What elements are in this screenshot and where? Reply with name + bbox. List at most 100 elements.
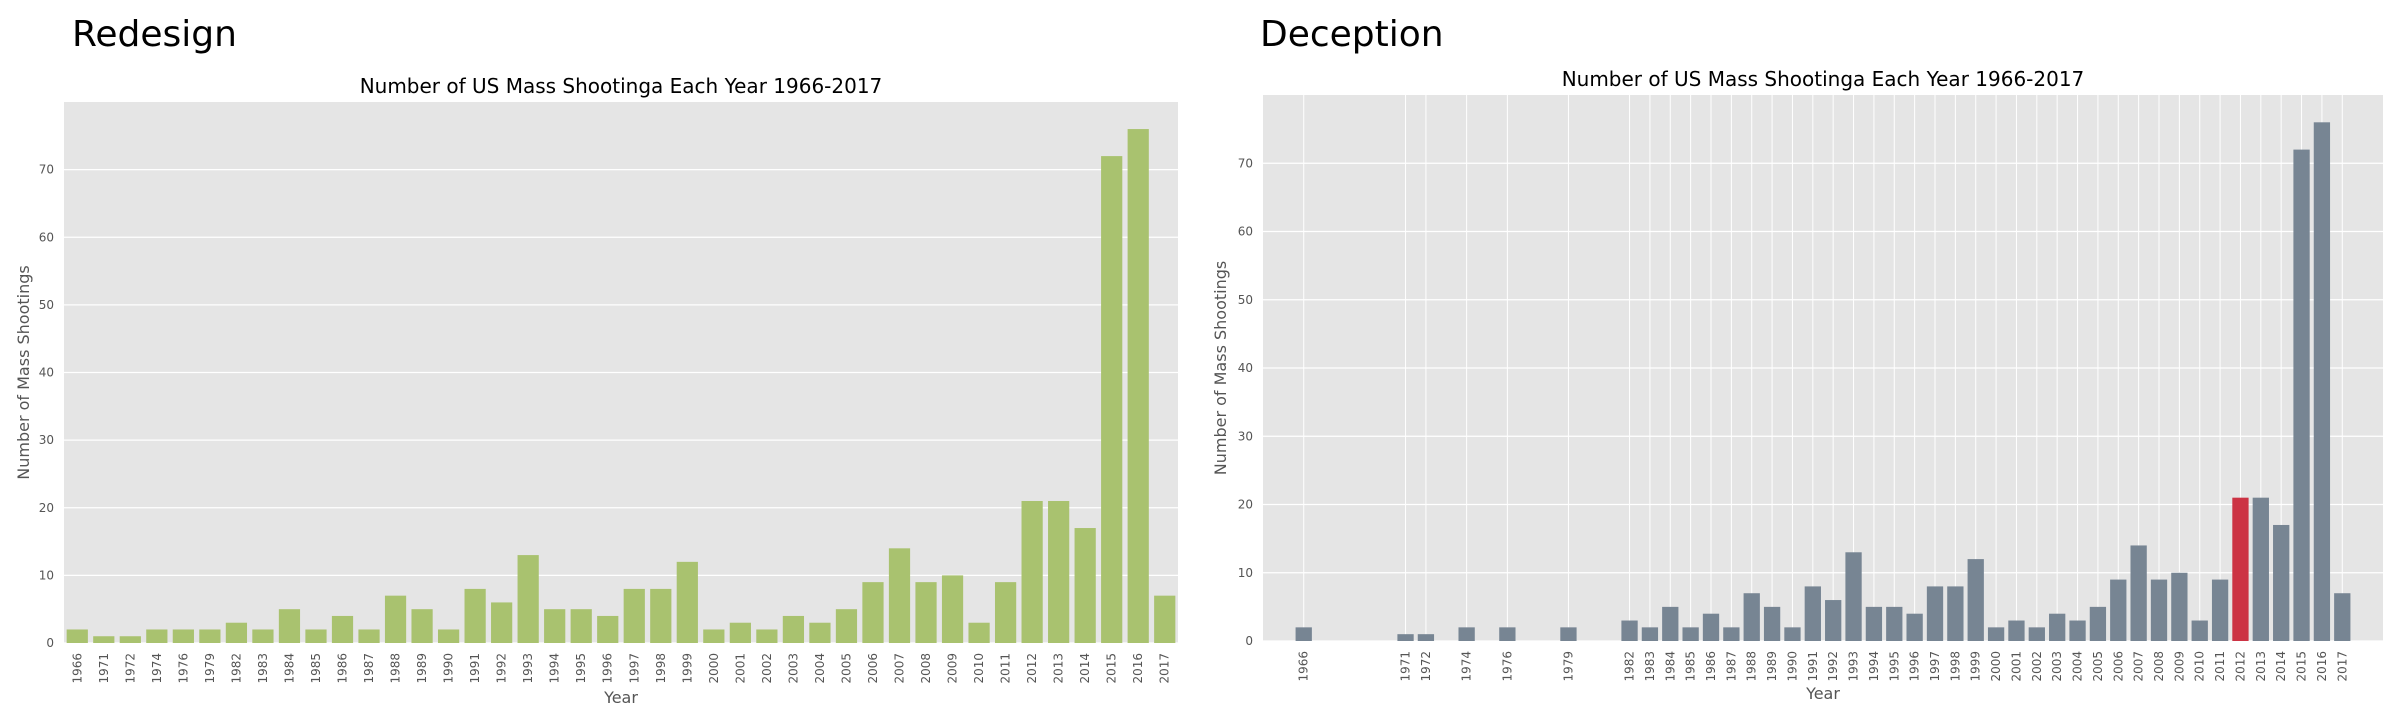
bar-1991 [464, 588, 486, 643]
x-tick-label: 1984 [282, 653, 296, 684]
x-tick-label: 1996 [1908, 651, 1922, 682]
x-tick-label: 2015 [1105, 653, 1119, 684]
bar-1976 [1499, 627, 1516, 641]
bar-2004 [809, 622, 831, 643]
bar-2005 [835, 609, 858, 643]
bar-2004 [2069, 620, 2086, 641]
bar-2009 [941, 575, 964, 643]
bar-2015 [1101, 156, 1123, 643]
y-axis-label: Number of Mass Shootings [14, 265, 33, 479]
x-tick-label: 2005 [839, 653, 853, 684]
bar-1983 [252, 629, 274, 643]
bar-1982 [225, 622, 248, 643]
x-tick-label: 2007 [2132, 651, 2146, 682]
bar-2000 [703, 629, 725, 643]
bar-2013 [2252, 497, 2269, 641]
x-tick-label: 2010 [972, 653, 986, 684]
bar-2013 [1048, 500, 1070, 643]
bar-1986 [1702, 613, 1720, 641]
x-tick-label: 1971 [97, 653, 111, 684]
x-tick-label: 1997 [627, 653, 641, 684]
x-tick-label: 2013 [1052, 653, 1066, 684]
x-tick-label: 2003 [2050, 651, 2064, 682]
x-tick-label: 1972 [123, 653, 137, 684]
bar-2014 [2273, 524, 2290, 641]
bar-2006 [2110, 579, 2127, 641]
y-tick-label: 60 [39, 230, 54, 244]
x-tick-label: 1979 [203, 653, 217, 684]
x-tick-label: 2006 [2111, 651, 2125, 682]
bar-2008 [915, 582, 937, 643]
x-tick-label: 1995 [1887, 651, 1901, 682]
y-tick-label: 10 [1238, 566, 1253, 580]
bar-2017 [1154, 595, 1176, 643]
bar-1987 [358, 629, 380, 643]
bar-2001 [729, 622, 751, 643]
bar-1990 [1784, 627, 1801, 641]
x-tick-label: 1988 [389, 653, 403, 684]
x-tick-label: 1993 [521, 653, 535, 684]
bar-1994 [544, 609, 566, 643]
x-tick-label: 1971 [1399, 651, 1413, 682]
x-tick-label: 1976 [176, 653, 190, 684]
y-tick-label: 70 [39, 163, 54, 177]
bar-1983 [1641, 627, 1659, 641]
x-tick-label: 2009 [2172, 651, 2186, 682]
x-tick-label: 1991 [468, 653, 482, 684]
deception-heading: Deception [1260, 14, 1444, 55]
x-tick-label: 1991 [1806, 651, 1820, 682]
bar-2017 [2334, 593, 2351, 641]
x-tick-label: 1976 [1500, 651, 1514, 682]
x-tick-label: 2010 [2193, 651, 2207, 682]
x-tick-label: 1998 [1948, 651, 1962, 682]
x-tick-label: 1986 [1704, 651, 1718, 682]
x-tick-label: 2000 [1989, 651, 2003, 682]
x-tick-label: 1993 [1847, 651, 1861, 682]
bar-2003 [782, 615, 805, 643]
x-tick-label: 1984 [1663, 651, 1677, 682]
bar-2006 [862, 582, 884, 643]
bar-1989 [1763, 606, 1781, 641]
bar-1988 [1743, 593, 1760, 641]
bar-2005 [2089, 606, 2107, 641]
x-tick-label: 1974 [1460, 651, 1474, 682]
bar-1990 [437, 629, 460, 643]
y-axis-label: Number of Mass Shootings [1211, 261, 1230, 475]
bar-2001 [2008, 620, 2025, 641]
x-tick-label: 2009 [946, 653, 960, 684]
x-tick-label: 2017 [2335, 651, 2349, 682]
bar-1998 [650, 588, 672, 643]
bar-1971 [1397, 634, 1414, 641]
bar-2007 [2130, 545, 2147, 641]
x-tick-label: 1990 [442, 653, 456, 684]
chart-title: Number of US Mass Shootinga Each Year 19… [1562, 67, 2085, 91]
bar-1991 [1804, 586, 1821, 641]
x-tick-label: 2000 [707, 653, 721, 684]
bar-1984 [1662, 606, 1679, 641]
x-tick-label: 2001 [733, 653, 747, 684]
bar-1998 [1947, 586, 1964, 641]
bar-1976 [172, 629, 194, 643]
bar-1993 [517, 555, 539, 643]
x-tick-label: 2011 [2213, 651, 2227, 682]
x-tick-label: 1992 [1826, 651, 1840, 682]
y-tick-label: 20 [1238, 498, 1253, 512]
bar-1982 [1621, 620, 1638, 641]
x-tick-label: 1992 [495, 653, 509, 684]
bar-1992 [491, 602, 513, 643]
bar-1974 [146, 629, 168, 643]
x-tick-label: 1986 [336, 653, 350, 684]
bar-2003 [2049, 613, 2066, 641]
x-tick-label: 2012 [2233, 651, 2247, 682]
x-tick-label: 1982 [1623, 651, 1637, 682]
x-tick-label: 2006 [866, 653, 880, 684]
x-tick-label: 1999 [1969, 651, 1983, 682]
bar-1985 [1682, 627, 1699, 641]
bar-1979 [1560, 627, 1577, 641]
y-tick-label: 0 [1245, 634, 1253, 648]
y-tick-label: 40 [39, 366, 54, 380]
redesign-bar-chart: 0 10 20 30 40 50 60 70 1966 1971 1972 1974 1976 1979 1… [14, 74, 1178, 707]
chart-title: Number of US Mass Shootinga Each Year 19… [360, 74, 883, 98]
bar-2009 [2171, 572, 2188, 641]
